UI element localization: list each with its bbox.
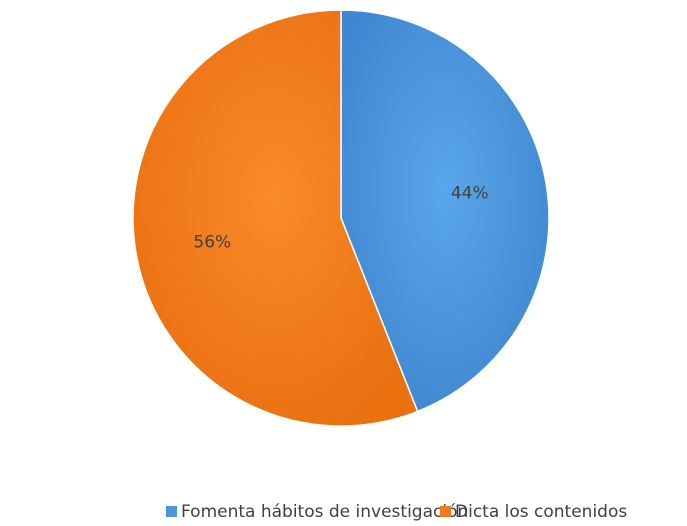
legend-swatch-2 (440, 506, 451, 517)
legend-label-1: Fomenta hábitos de investigación (181, 502, 468, 522)
pie-slice-2 (132, 9, 419, 427)
data-label-2: 56% (193, 233, 231, 253)
legend-item-2: Dicta los contenidos (440, 502, 627, 522)
pie-slices (132, 9, 550, 427)
legend-label-2: Dicta los contenidos (455, 502, 627, 522)
legend-item-1: Fomenta hábitos de investigación (166, 502, 468, 522)
pie-slice-1 (340, 9, 550, 413)
legend-swatch-1 (166, 506, 177, 517)
data-labels: 44% 56% (193, 183, 488, 252)
data-label-1: 44% (451, 183, 489, 203)
